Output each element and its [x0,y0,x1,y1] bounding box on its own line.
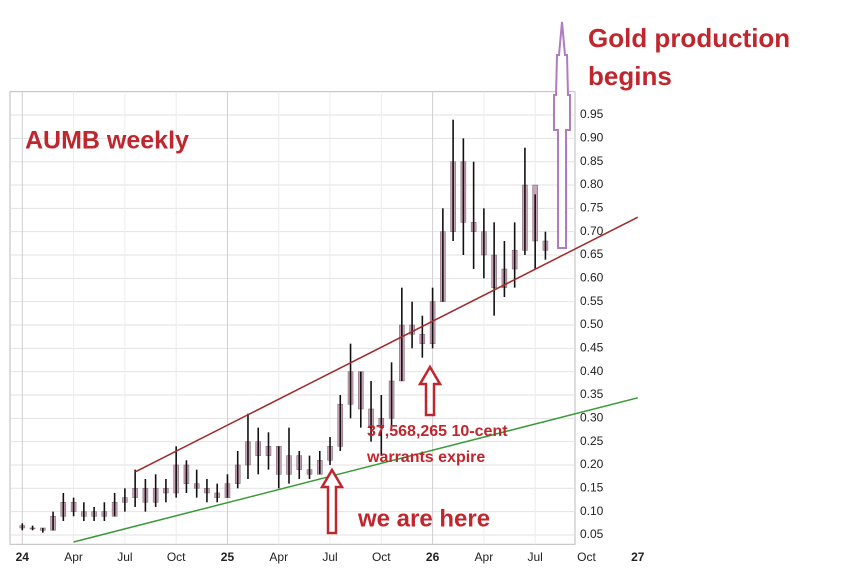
y-tick-label: 0.50 [580,317,604,331]
trend-line [134,216,639,473]
x-tick-label: Apr [64,550,83,564]
plot-area: 0.05 0.10 0.15 0.20 0.25 0.30 0.35 0.40 0.45 0.50… [9,91,645,564]
y-tick-label: 0.05 [580,527,604,541]
y-tick-label: 0.75 [580,201,604,215]
y-tick-label: 0.85 [580,154,604,168]
x-tick-label: 26 [426,550,440,564]
y-tick-label: 0.80 [580,177,604,191]
y-tick-label: 0.45 [580,341,604,355]
plot-frame [9,91,576,545]
annotation: 37,568,265 10-cent [367,423,508,440]
y-tick-label: 0.55 [580,294,604,308]
x-tick-label: 25 [221,550,235,564]
annotation: AUMB weekly [25,127,189,155]
y-tick-label: 0.40 [580,364,604,378]
arrow-gold [553,21,571,249]
trend-line [73,397,638,543]
x-tick-label: Apr [475,550,494,564]
y-tick-label: 0.20 [580,457,604,471]
x-tick-label: Oct [167,550,186,564]
arrow-warrants [417,364,443,417]
arrow-here [319,467,345,535]
x-tick-label: Oct [577,550,596,564]
y-tick-label: 0.65 [580,247,604,261]
x-tick-label: Jul [117,550,132,564]
y-tick-label: 0.70 [580,224,604,238]
annotation: begins [588,61,672,91]
y-tick-label: 0.35 [580,387,604,401]
x-tick-label: Oct [372,550,391,564]
y-tick-label: 0.30 [580,410,604,424]
y-tick-label: 0.10 [580,504,604,518]
annotation: warrants expire [366,449,485,466]
annotation: we are here [357,505,490,532]
x-tick-label: Jul [527,550,542,564]
y-tick-label: 0.90 [580,131,604,145]
x-tick-label: Jul [322,550,337,564]
y-tick-label: 0.25 [580,434,604,448]
x-tick-label: 27 [631,550,645,564]
x-tick-label: Apr [269,550,288,564]
annotation: Gold production [588,23,790,53]
y-tick-label: 0.60 [580,271,604,285]
y-tick-label: 0.15 [580,480,604,494]
y-tick-label: 0.95 [580,107,604,121]
x-tick-label: 24 [16,550,30,564]
